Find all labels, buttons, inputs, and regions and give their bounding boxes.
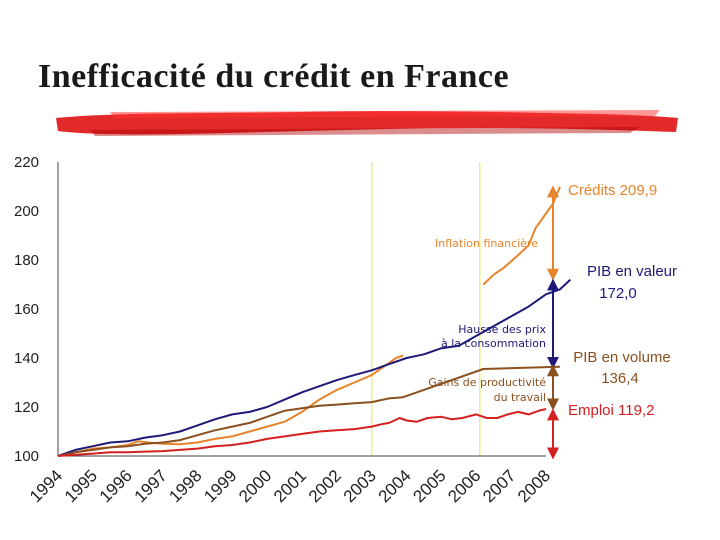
annotation-inflation: Inflation financière xyxy=(435,237,538,250)
page-title: Inefficacité du crédit en France xyxy=(38,58,510,95)
y-tick-label: 220 xyxy=(14,154,39,171)
x-tick-label: 2000 xyxy=(235,466,275,506)
x-tick-label: 1997 xyxy=(131,466,171,506)
x-tick-label: 1995 xyxy=(61,466,101,506)
y-axis-ticks: 100 120 140 160 180 200 220 xyxy=(14,154,39,465)
chart-axes xyxy=(57,162,546,457)
label-pib-volume-line2: 136,4 xyxy=(601,370,639,387)
series-line-pib_volume xyxy=(57,365,560,457)
x-tick-label: 1998 xyxy=(165,466,205,506)
x-tick-label: 2006 xyxy=(444,466,484,506)
x-tick-label: 1999 xyxy=(200,466,240,506)
x-tick-label: 2004 xyxy=(375,466,415,506)
series-lines xyxy=(57,186,572,457)
x-tick-label: 2005 xyxy=(409,466,449,506)
label-credits: Crédits 209,9 xyxy=(568,182,657,199)
x-tick-label: 2002 xyxy=(305,466,345,506)
y-tick-label: 200 xyxy=(14,203,39,220)
x-tick-label: 2003 xyxy=(340,466,380,506)
x-tick-label: 2001 xyxy=(270,466,310,506)
label-pib-volume-line1: PIB en volume xyxy=(573,349,671,366)
annotation-gains-line1: Gains de productivité xyxy=(428,376,546,389)
annotation-gains-line2: du travail xyxy=(494,391,546,404)
x-axis-ticks: 1994199519961997199819992000200120022003… xyxy=(26,466,554,506)
label-emploi: Emploi 119,2 xyxy=(568,402,654,419)
y-tick-label: 180 xyxy=(14,252,39,269)
annotation-hausse-line1: Hausse des prix xyxy=(458,323,546,336)
series-line-emploi xyxy=(57,408,547,457)
highlight-year-lines xyxy=(370,162,481,456)
series-line-credits-1 xyxy=(482,186,561,286)
series-line-pib_valeur xyxy=(57,278,572,457)
y-tick-label: 120 xyxy=(14,399,39,416)
y-tick-label: 140 xyxy=(14,350,39,367)
label-pib-valeur-line2: 172,0 xyxy=(599,285,637,302)
x-tick-label: 2007 xyxy=(479,466,519,506)
x-tick-label: 1994 xyxy=(26,466,66,506)
annotation-hausse-line2: à la consommation xyxy=(441,337,546,350)
label-pib-valeur-line1: PIB en valeur xyxy=(587,263,677,280)
y-tick-label: 100 xyxy=(14,448,39,465)
series-line-credits-0 xyxy=(57,354,404,457)
x-tick-label: 1996 xyxy=(96,466,136,506)
x-tick-label: 2008 xyxy=(514,466,554,506)
y-tick-label: 160 xyxy=(14,301,39,318)
